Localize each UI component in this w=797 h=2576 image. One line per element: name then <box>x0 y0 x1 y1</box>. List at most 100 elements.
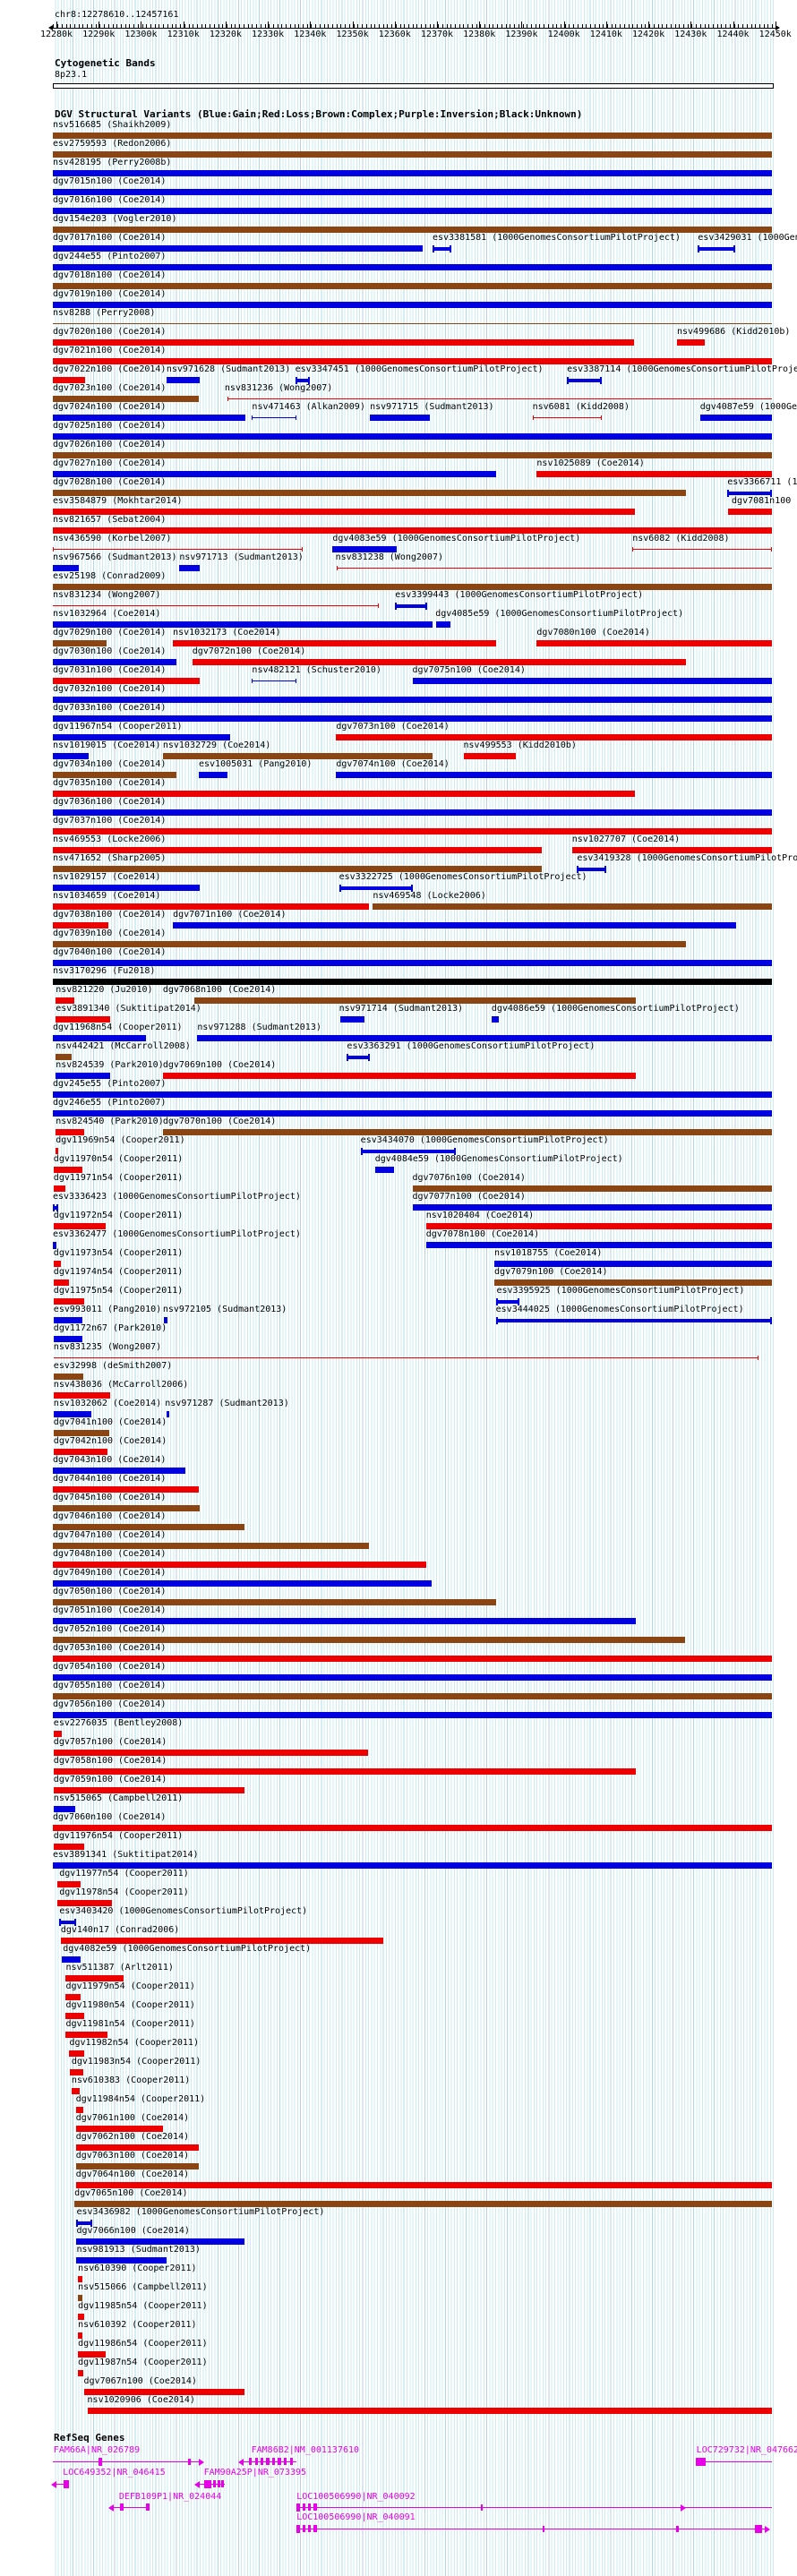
variant-bar[interactable] <box>53 697 772 703</box>
variant-label[interactable]: dgv7045n100 (Coe2014) <box>53 1493 167 1502</box>
gene-exon[interactable] <box>289 2458 294 2465</box>
variant-bar[interactable] <box>87 2408 772 2414</box>
variant-label[interactable]: dgv7016n100 (Coe2014) <box>53 195 167 205</box>
variant-bar[interactable] <box>425 1223 772 1229</box>
variant-label[interactable]: dgv7081n100 (Coe2014) <box>732 496 797 506</box>
variant-label[interactable]: dgv7070n100 (Coe2014) <box>162 1117 277 1126</box>
variant-bar[interactable] <box>53 565 79 571</box>
variant-bracket-bar[interactable] <box>53 1206 58 1210</box>
variant-range-line[interactable] <box>53 605 379 606</box>
variant-bar[interactable] <box>78 2276 82 2282</box>
variant-label[interactable]: nsv1020906 (Coe2014) <box>87 2395 195 2405</box>
variant-range-line[interactable] <box>227 398 772 399</box>
variant-bar[interactable] <box>163 1317 168 1323</box>
variant-label[interactable]: esv3429031 (1000GenomesConsortiumPilotPr… <box>698 233 797 243</box>
variant-label[interactable]: dgv7067n100 (Coe2014) <box>83 2376 197 2386</box>
gene-label[interactable]: LOC649352|NR_046415 <box>63 2468 166 2478</box>
variant-bar[interactable] <box>76 2257 167 2264</box>
variant-bar[interactable] <box>53 452 772 458</box>
variant-label[interactable]: nsv1019015 (Coe2014) <box>53 740 161 750</box>
variant-label[interactable]: dgv7058n100 (Coe2014) <box>53 1756 167 1766</box>
variant-range-line[interactable] <box>53 549 303 550</box>
gene-exon[interactable] <box>754 2525 762 2533</box>
variant-bar[interactable] <box>53 1618 637 1624</box>
variant-label[interactable]: nsv971287 (Sudmant2013) <box>165 1399 289 1408</box>
variant-bar[interactable] <box>162 753 433 759</box>
variant-bar[interactable] <box>65 1994 81 2000</box>
variant-bar[interactable] <box>53 1279 70 1286</box>
variant-label[interactable]: nsv1025089 (Coe2014) <box>536 458 645 468</box>
gene-line[interactable] <box>695 2461 772 2462</box>
variant-label[interactable]: dgv7076n100 (Coe2014) <box>412 1173 526 1183</box>
variant-bar[interactable] <box>53 415 246 421</box>
variant-bar[interactable] <box>53 1167 82 1173</box>
variant-bar[interactable] <box>56 1073 111 1079</box>
variant-bar[interactable] <box>374 1167 395 1173</box>
variant-bar[interactable] <box>75 2126 163 2132</box>
variant-label[interactable]: dgv7040n100 (Coe2014) <box>53 947 167 957</box>
variant-label[interactable]: dgv7024n100 (Coe2014) <box>53 402 167 412</box>
variant-bar[interactable] <box>162 1073 637 1079</box>
variant-range-line[interactable] <box>252 417 297 418</box>
variant-label[interactable]: nsv442421 (McCarroll2008) <box>56 1041 191 1051</box>
variant-bar[interactable] <box>194 997 637 1004</box>
variant-bar[interactable] <box>53 509 635 515</box>
variant-bar[interactable] <box>53 1035 147 1041</box>
variant-bar[interactable] <box>53 941 686 947</box>
variant-label[interactable]: dgv7038n100 (Coe2014) <box>53 910 167 920</box>
variant-bar[interactable] <box>53 772 177 778</box>
variant-label[interactable]: dgv7052n100 (Coe2014) <box>53 1624 167 1634</box>
variant-bracket-bar[interactable] <box>432 247 451 251</box>
variant-bar[interactable] <box>199 772 228 778</box>
variant-label[interactable]: nsv831238 (Wong2007) <box>335 552 443 562</box>
variant-bar[interactable] <box>425 1242 772 1248</box>
variant-bar[interactable] <box>53 1712 772 1718</box>
variant-label[interactable]: dgv7015n100 (Coe2014) <box>53 176 167 186</box>
variant-bar[interactable] <box>491 1016 499 1023</box>
variant-label[interactable]: dgv7031n100 (Coe2014) <box>53 665 167 675</box>
variant-bar[interactable] <box>53 1787 245 1793</box>
variant-bar[interactable] <box>53 245 423 252</box>
variant-bar[interactable] <box>53 283 772 289</box>
variant-bar[interactable] <box>53 1693 772 1699</box>
variant-bar[interactable] <box>53 133 772 139</box>
variant-range-line[interactable] <box>252 680 297 681</box>
variant-bar[interactable] <box>53 1844 85 1850</box>
variant-label[interactable]: dgv7050n100 (Coe2014) <box>53 1587 167 1596</box>
variant-bar[interactable] <box>463 753 517 759</box>
variant-bar[interactable] <box>53 1317 82 1323</box>
variant-bar[interactable] <box>53 659 177 665</box>
variant-label[interactable]: esv3891340 (Suktitipat2014) <box>56 1004 201 1014</box>
variant-label[interactable]: dgv7043n100 (Coe2014) <box>53 1455 167 1465</box>
variant-label[interactable]: dgv11986n54 (Cooper2011) <box>78 2339 208 2349</box>
variant-label[interactable]: nsv1029157 (Coe2014) <box>53 872 161 882</box>
variant-label[interactable]: esv3395925 (1000GenomesConsortiumPilotPr… <box>496 1286 745 1296</box>
variant-bar[interactable] <box>332 546 397 552</box>
variant-bar[interactable] <box>53 396 199 402</box>
variant-label[interactable]: dgv11967n54 (Cooper2011) <box>53 722 183 732</box>
variant-label[interactable]: nsv438036 (McCarroll2006) <box>53 1380 189 1390</box>
variant-bar[interactable] <box>53 471 496 477</box>
gene-exon[interactable] <box>266 2458 270 2465</box>
variant-label[interactable]: nsv516685 (Shaikh2009) <box>53 120 172 130</box>
variant-bar[interactable] <box>53 809 772 816</box>
variant-label[interactable]: nsv1032964 (Coe2014) <box>53 609 161 619</box>
variant-label[interactable]: esv3347451 (1000GenomesConsortiumPilotPr… <box>295 364 544 374</box>
variant-label[interactable]: nsv971288 (Sudmant2013) <box>197 1023 321 1032</box>
variant-label[interactable]: dgv4085e59 (1000GenomesConsortiumPilotPr… <box>435 609 684 619</box>
variant-label[interactable]: dgv11977n54 (Cooper2011) <box>59 1869 189 1879</box>
variant-label[interactable]: dgv11976n54 (Cooper2011) <box>53 1831 184 1841</box>
variant-bar[interactable] <box>70 2069 83 2075</box>
variant-bar[interactable] <box>53 1449 108 1455</box>
variant-label[interactable]: nsv610390 (Cooper2011) <box>78 2264 197 2273</box>
variant-label[interactable]: dgv7029n100 (Coe2014) <box>53 628 167 638</box>
gene-exon[interactable] <box>296 2525 301 2533</box>
variant-label[interactable]: dgv11984n54 (Cooper2011) <box>75 2094 206 2104</box>
variant-label[interactable]: dgv11968n54 (Cooper2011) <box>53 1023 183 1032</box>
variant-bar[interactable] <box>56 1054 72 1060</box>
variant-label[interactable]: esv3399443 (1000GenomesConsortiumPilotPr… <box>395 590 644 600</box>
gene-exon[interactable] <box>261 2458 264 2465</box>
variant-label[interactable]: esv3891341 (Suktitipat2014) <box>53 1850 199 1860</box>
variant-label[interactable]: dgv11975n54 (Cooper2011) <box>53 1286 184 1296</box>
variant-label[interactable]: nsv971628 (Sudmant2013) <box>166 364 291 374</box>
